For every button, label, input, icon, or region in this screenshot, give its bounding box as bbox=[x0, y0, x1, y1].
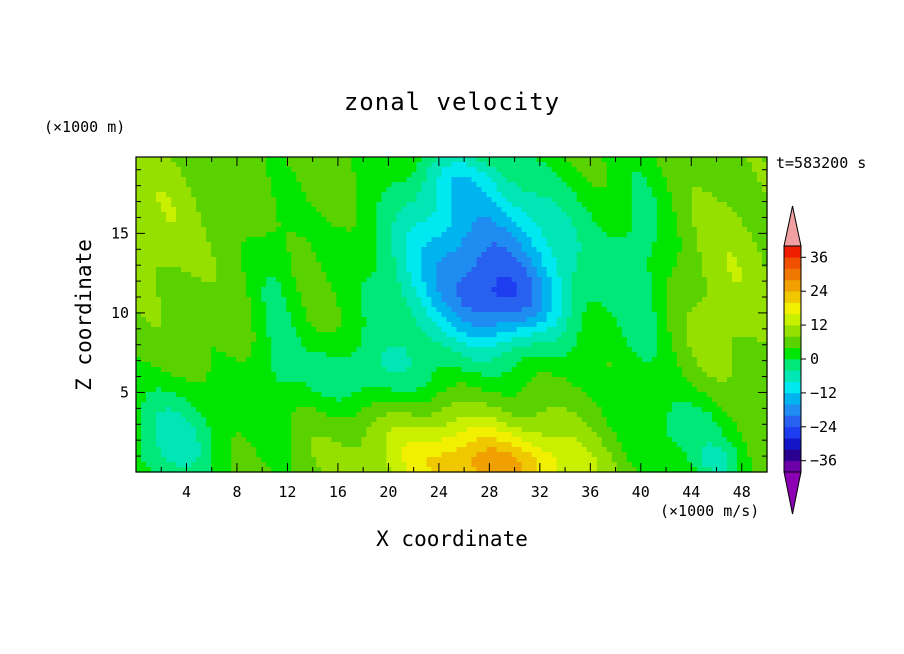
colorbar-tick-label: −24 bbox=[810, 418, 837, 436]
x-tick-label: 4 bbox=[182, 483, 191, 501]
colorbar-segment bbox=[784, 359, 801, 371]
x-tick-label: 36 bbox=[581, 483, 599, 501]
y-unit-label: (×1000 m) bbox=[44, 118, 126, 136]
colorbar-segment bbox=[784, 279, 801, 292]
colorbar-over-arrow bbox=[783, 205, 802, 247]
colorbar-segment bbox=[784, 268, 801, 281]
colorbar-segment bbox=[784, 257, 801, 269]
colorbar-segment bbox=[784, 415, 801, 428]
colorbar-segment bbox=[784, 404, 801, 416]
plot-frame bbox=[135, 156, 768, 473]
x-tick-label: 24 bbox=[430, 483, 448, 501]
colorbar-segment bbox=[784, 370, 801, 382]
colorbar-segment bbox=[784, 313, 801, 326]
y-axis-label: Z coordinate bbox=[72, 239, 96, 391]
colorbar-segment bbox=[784, 460, 801, 473]
colorbar-segment bbox=[784, 438, 801, 450]
colorbar-segment bbox=[784, 392, 801, 405]
colorbar-segment bbox=[784, 449, 801, 461]
colorbar-tick-label: 24 bbox=[810, 282, 828, 300]
x-axis-label: X coordinate bbox=[376, 527, 528, 551]
colorbar-tick-label: 12 bbox=[810, 316, 828, 334]
colorbar-segment bbox=[784, 381, 801, 394]
colorbar-segment bbox=[784, 336, 801, 348]
y-tick-label: 5 bbox=[120, 383, 129, 401]
chart-title: zonal velocity bbox=[343, 88, 561, 116]
colorbar-under-arrow bbox=[783, 471, 802, 515]
colorbar-tick-label: 36 bbox=[810, 248, 828, 266]
x-tick-label: 32 bbox=[531, 483, 549, 501]
x-tick-label: 40 bbox=[632, 483, 650, 501]
colorbar-segment bbox=[784, 246, 801, 258]
colorbar-segment bbox=[784, 426, 801, 439]
x-tick-label: 12 bbox=[278, 483, 296, 501]
y-tick-label: 10 bbox=[111, 304, 129, 322]
time-label: t=583200 s bbox=[776, 154, 867, 172]
colorbar-segment bbox=[784, 302, 801, 315]
x-tick-label: 48 bbox=[733, 483, 751, 501]
velocity-field bbox=[136, 157, 768, 473]
colorbar-tick-label: −12 bbox=[810, 384, 837, 402]
colorbar-segment bbox=[784, 347, 801, 360]
colorbar-tick-label: −36 bbox=[810, 452, 837, 470]
x-tick-label: 20 bbox=[379, 483, 397, 501]
colorbar-tick-label: 0 bbox=[810, 350, 819, 368]
y-tick-label: 15 bbox=[111, 224, 129, 242]
x-unit-label: (×1000 m/s) bbox=[660, 502, 760, 520]
colorbar-segment bbox=[784, 325, 801, 337]
x-tick-label: 8 bbox=[232, 483, 241, 501]
x-tick-label: 28 bbox=[480, 483, 498, 501]
x-tick-label: 44 bbox=[682, 483, 700, 501]
x-tick-label: 16 bbox=[329, 483, 347, 501]
colorbar-segment bbox=[784, 291, 801, 303]
